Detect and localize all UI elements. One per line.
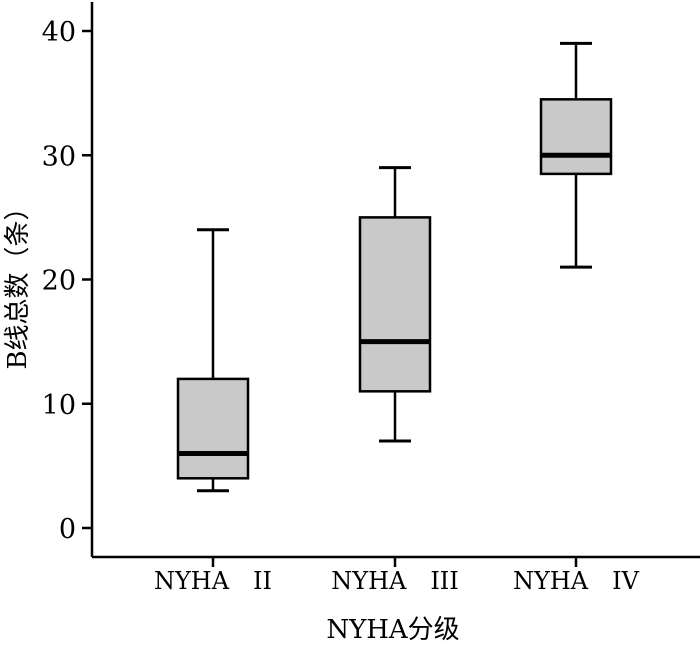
box-plot-1 <box>176 228 250 493</box>
y-axis-title: B线总数（条） <box>3 194 33 369</box>
iqr-box <box>176 377 250 480</box>
x-tick-label: NYHA II <box>154 567 272 595</box>
axes: 0 10 20 30 40 NYHA II NYHA III NYHA IV <box>42 2 700 595</box>
x-tick-label: NYHA III <box>331 567 459 595</box>
box-plot-2 <box>358 166 432 443</box>
y-tick-label: 30 <box>42 141 76 172</box>
y-tick-label: 40 <box>42 17 76 48</box>
y-tick-label: 20 <box>42 266 76 297</box>
x-axis-title: NYHA分级 <box>326 615 459 645</box>
y-tick-label: 10 <box>42 390 76 421</box>
boxes-layer <box>176 41 613 493</box>
x-tick-label: NYHA IV <box>513 567 640 595</box>
iqr-box <box>358 216 432 393</box>
iqr-box <box>539 98 613 176</box>
y-tick-label: 0 <box>59 514 76 545</box>
box-plot-3 <box>539 41 613 269</box>
